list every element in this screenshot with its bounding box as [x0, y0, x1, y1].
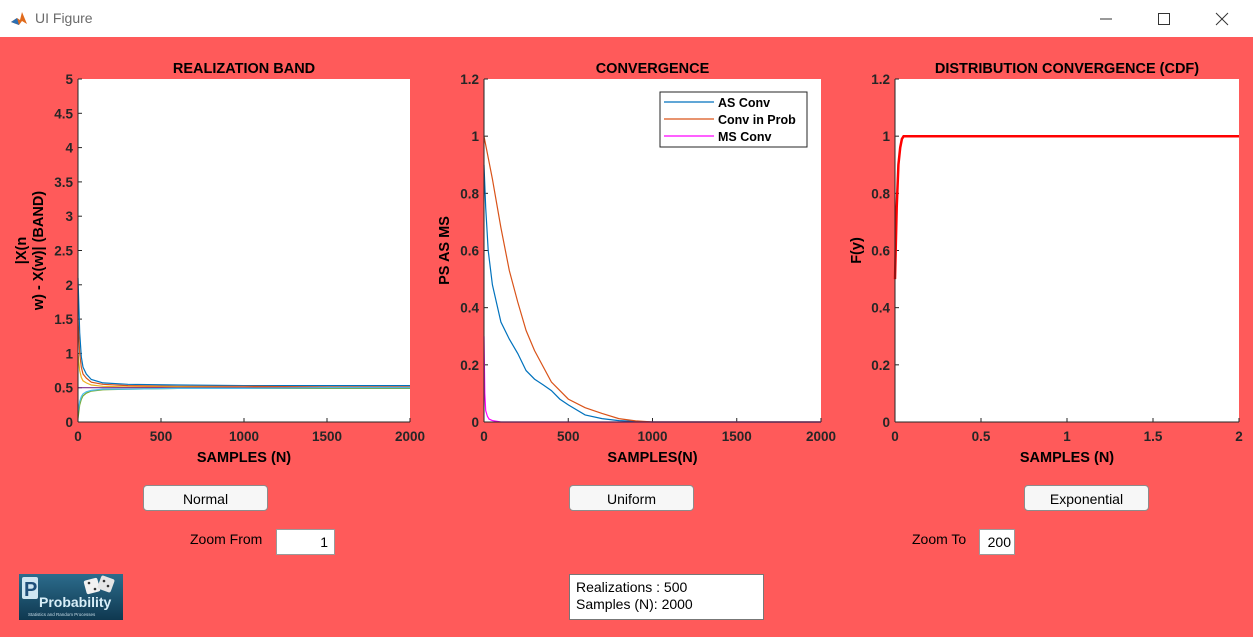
- plot1-ytick-label: 0: [65, 415, 73, 430]
- info-box: Realizations : 500 Samples (N): 2000: [569, 574, 764, 620]
- plot2-xtick-label: 2000: [806, 429, 836, 444]
- matlab-icon: [10, 9, 28, 27]
- normal-button[interactable]: Normal: [143, 485, 268, 511]
- plot2-ytick-label: 1.2: [460, 72, 479, 87]
- realizations-text: Realizations : 500: [576, 579, 688, 595]
- plot1-ytick-label: 1.5: [54, 312, 73, 327]
- plot1-series-line: [77, 387, 410, 412]
- plot3-xtick-label: 1.5: [1144, 429, 1163, 444]
- plot3-xtick-label: 1: [1063, 429, 1071, 444]
- legend-entry: Conv in Prob: [718, 113, 796, 127]
- plot2-ytick-label: 0.6: [460, 244, 479, 259]
- plot3-ytick-label: 1.2: [871, 72, 890, 87]
- plot1-ytick-label: 4: [65, 141, 73, 156]
- plot1-ytick-label: 2.5: [54, 244, 73, 259]
- plot2-xtick-label: 1000: [637, 429, 667, 444]
- plot3-xtick-label: 2: [1235, 429, 1243, 444]
- plot1-axes-area: [78, 79, 410, 422]
- samples-text: Samples (N): 2000: [576, 596, 693, 612]
- plot1-ytick-label: 3.5: [54, 175, 73, 190]
- logo-text: Probability: [39, 594, 112, 610]
- plot2-ytick-label: 1: [471, 129, 479, 144]
- maximize-button[interactable]: [1135, 0, 1193, 37]
- minimize-icon: [1100, 18, 1112, 20]
- plot2-ytick-label: 0.8: [460, 186, 479, 201]
- plot1-ytick-label: 3: [65, 209, 73, 224]
- plot1-series-line: [77, 319, 410, 388]
- uniform-button[interactable]: Uniform: [569, 485, 694, 511]
- plot2-ylabel-line: PS AS MS: [437, 216, 453, 285]
- minimize-button[interactable]: [1077, 0, 1135, 37]
- plot1-ytick-label: 4.5: [54, 106, 73, 121]
- logo-subtitle: Statistics and Random Processes: [28, 612, 96, 617]
- plot3-ytick-label: 0.2: [871, 358, 890, 373]
- plot1-xtick-label: 0: [74, 429, 82, 444]
- plot2-xtick-label: 1500: [722, 429, 752, 444]
- plot3-xtick-label: 0.5: [972, 429, 991, 444]
- plot3-xtick-label: 0: [891, 429, 899, 444]
- zoom-to-label: Zoom To: [912, 531, 967, 547]
- plot1-ytick-label: 0.5: [54, 381, 73, 396]
- zoom-from-input[interactable]: 1: [276, 529, 335, 555]
- plots-canvas: REALIZATION BAND SAMPLES (N) |X(n w) - X(w)…: [14, 61, 1243, 466]
- plot1-xtick-label: 500: [150, 429, 173, 444]
- plot1-ytick-label: 1: [65, 346, 73, 361]
- close-button[interactable]: [1193, 0, 1251, 37]
- plot1-ylabel-line: |X(n: [14, 237, 30, 264]
- svg-text:P: P: [24, 579, 37, 601]
- zoom-from-label: Zoom From: [190, 531, 263, 547]
- plot3-series-line: [893, 134, 1239, 280]
- plot1-ytick-label: 2: [65, 278, 73, 293]
- plot1-xlabel: SAMPLES (N): [197, 450, 291, 466]
- plot1-xtick-label: 1500: [312, 429, 342, 444]
- probability-logo-icon: P Probability Statistics and Random Proc…: [19, 574, 123, 620]
- legend-entry: AS Conv: [718, 96, 770, 110]
- plot3-ytick-label: 0.4: [871, 301, 890, 316]
- plot2-xlabel: SAMPLES(N): [607, 450, 697, 466]
- plot2-title: CONVERGENCE: [596, 61, 710, 77]
- plot1-xtick-label: 2000: [395, 429, 425, 444]
- plot2-ytick-label: 0.4: [460, 301, 479, 316]
- plot2-series-line: [483, 164, 821, 423]
- title-bar: UI Figure: [0, 0, 1253, 37]
- plot3-xlabel: SAMPLES (N): [1020, 450, 1114, 466]
- plot3-ytick-label: 0.8: [871, 186, 890, 201]
- legend-entry: MS Conv: [718, 130, 772, 144]
- close-icon: [1215, 12, 1229, 26]
- plot3-title: DISTRIBUTION CONVERGENCE (CDF): [935, 61, 1199, 77]
- plot1-series-line: [77, 277, 410, 387]
- plot2-xtick-label: 0: [480, 429, 488, 444]
- window-title: UI Figure: [35, 10, 93, 26]
- plot3-ylabel-line: F(y): [849, 237, 865, 264]
- plot3-axes-area: [895, 79, 1239, 422]
- plot1-xtick-label: 1000: [229, 429, 259, 444]
- plot2-ytick-label: 0.2: [460, 358, 479, 373]
- plot3-ytick-label: 0: [882, 415, 890, 430]
- plot1-ylabel-line: w) - X(w)| (BAND): [31, 191, 47, 311]
- figure-client-area: REALIZATION BAND SAMPLES (N) |X(n w) - X(w)…: [0, 37, 1253, 637]
- probability-logo: P Probability Statistics and Random Proc…: [19, 574, 123, 620]
- plot1-title: REALIZATION BAND: [173, 61, 315, 77]
- plot3-ytick-label: 0.6: [871, 244, 890, 259]
- exponential-button[interactable]: Exponential: [1024, 485, 1149, 511]
- plot2-xtick-label: 500: [557, 429, 580, 444]
- plot3-ytick-label: 1: [882, 129, 890, 144]
- plot2-ytick-label: 0: [471, 415, 479, 430]
- maximize-icon: [1158, 13, 1170, 25]
- plot1-ytick-label: 5: [65, 72, 73, 87]
- zoom-to-input[interactable]: 200: [979, 529, 1015, 555]
